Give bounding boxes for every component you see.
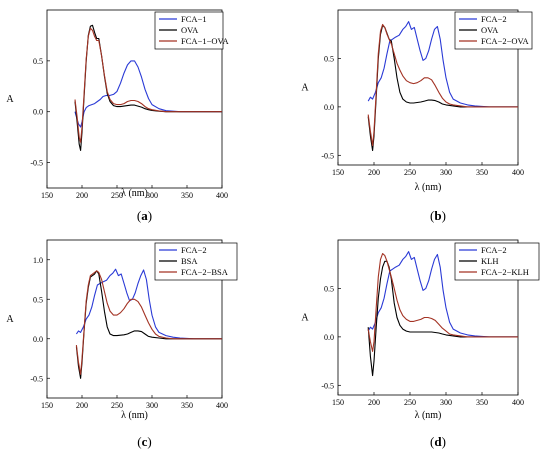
x-axis-label: λ (nm) (121, 188, 148, 199)
chart-panel-a: 150 200 250 300 350 400 -0.5 0.0 0.5 λ (nm) A FCA−1… (6, 9, 230, 223)
x-tick-label: 150 (332, 398, 344, 407)
x-tick-label: 350 (476, 168, 488, 177)
legend-box (454, 11, 533, 50)
x-tick-label: 200 (76, 191, 88, 200)
x-axis-label: λ (nm) (415, 182, 442, 193)
legend-label: FCA−2−KLH (481, 267, 529, 277)
series-line-fca-2 (367, 21, 518, 108)
panel-caption: (b) (430, 208, 446, 223)
legend-label: BSA (181, 256, 198, 266)
y-tick-label: 0.5 (324, 54, 334, 63)
x-axis-label: λ (nm) (415, 410, 442, 421)
series-line-fca-1-ova (74, 27, 222, 143)
x-tick-label: 200 (76, 401, 88, 410)
legend-label: FCA−1−OVA (181, 36, 230, 46)
legend-label: KLH (481, 256, 498, 266)
chart-panel-c: 150 200 250 300 350 400 -0.5 0.0 0.5 1.0 λ (nm) A FC… (6, 239, 238, 449)
y-tick-label: 0.5 (33, 295, 43, 304)
x-tick-label: 300 (440, 168, 452, 177)
x-tick-label: 300 (440, 398, 452, 407)
y-tick-label: 0.0 (324, 103, 334, 112)
y-axis-label: A (301, 83, 309, 94)
y-axis-label: A (6, 94, 14, 105)
y-tick-label: 0.5 (324, 284, 334, 293)
legend-label: FCA−2−BSA (181, 267, 229, 277)
x-axis-label: λ (nm) (121, 410, 148, 421)
x-tick-label: 350 (181, 191, 193, 200)
y-tick-label: 0.0 (324, 333, 334, 342)
plot-frame (46, 9, 223, 189)
x-tick-label: 250 (111, 191, 123, 200)
panel-caption: (c) (137, 434, 151, 449)
plot-frame (337, 9, 519, 166)
x-tick-label: 250 (404, 168, 416, 177)
series-line-fca-2-klh (367, 253, 518, 352)
y-tick-label: -0.5 (321, 151, 334, 160)
y-tick-label: 0.0 (33, 335, 43, 344)
series-line-fca-2-ova (367, 23, 518, 147)
x-tick-label: 250 (404, 398, 416, 407)
y-tick-label: -0.5 (30, 159, 43, 168)
x-tick-label: 350 (181, 401, 193, 410)
legend-label: OVA (181, 25, 199, 35)
series-line-klh (367, 260, 518, 377)
plot-frame (337, 239, 519, 396)
series-line-fca-1 (74, 60, 222, 128)
y-tick-label: 1.0 (33, 256, 43, 265)
panel-caption: (a) (137, 208, 152, 223)
x-tick-label: 300 (146, 191, 158, 200)
x-tick-label: 400 (216, 191, 228, 200)
chart-panel-b: 150 200 250 300 350 400 -0.5 0.0 0.5 λ (nm) A FCA−2… (301, 9, 533, 223)
y-tick-label: -0.5 (30, 374, 43, 383)
x-tick-label: 200 (368, 398, 380, 407)
x-tick-label: 350 (476, 398, 488, 407)
y-axis-label: A (301, 313, 309, 324)
x-tick-label: 150 (41, 401, 53, 410)
x-tick-label: 400 (512, 168, 524, 177)
y-axis-label: A (6, 314, 14, 325)
series-line-fca-2-bsa (75, 270, 222, 375)
x-tick-label: 200 (368, 168, 380, 177)
series-line-fca-2 (75, 268, 222, 340)
x-tick-label: 250 (111, 401, 123, 410)
panel-caption: (d) (430, 434, 446, 449)
plot-frame (46, 239, 223, 399)
y-tick-label: 0.5 (33, 57, 43, 66)
x-tick-label: 150 (332, 168, 344, 177)
chart-panel-d: 150 200 250 300 350 400 -0.5 0.0 0.5 λ (nm) A FCA−2… (301, 239, 540, 449)
legend-label: FCA−2−OVA (481, 36, 530, 46)
y-tick-label: -0.5 (321, 381, 334, 390)
x-tick-label: 300 (146, 401, 158, 410)
x-tick-label: 150 (41, 191, 53, 200)
x-tick-label: 400 (216, 401, 228, 410)
legend-label: FCA−2 (181, 245, 207, 255)
y-tick-label: 0.0 (33, 108, 43, 117)
series-line-fca-2 (367, 251, 518, 338)
x-tick-label: 400 (512, 398, 524, 407)
legend-label: FCA−1 (181, 14, 207, 24)
legend-label: FCA−2 (481, 245, 507, 255)
legend-label: OVA (481, 25, 499, 35)
legend-label: FCA−2 (481, 14, 507, 24)
